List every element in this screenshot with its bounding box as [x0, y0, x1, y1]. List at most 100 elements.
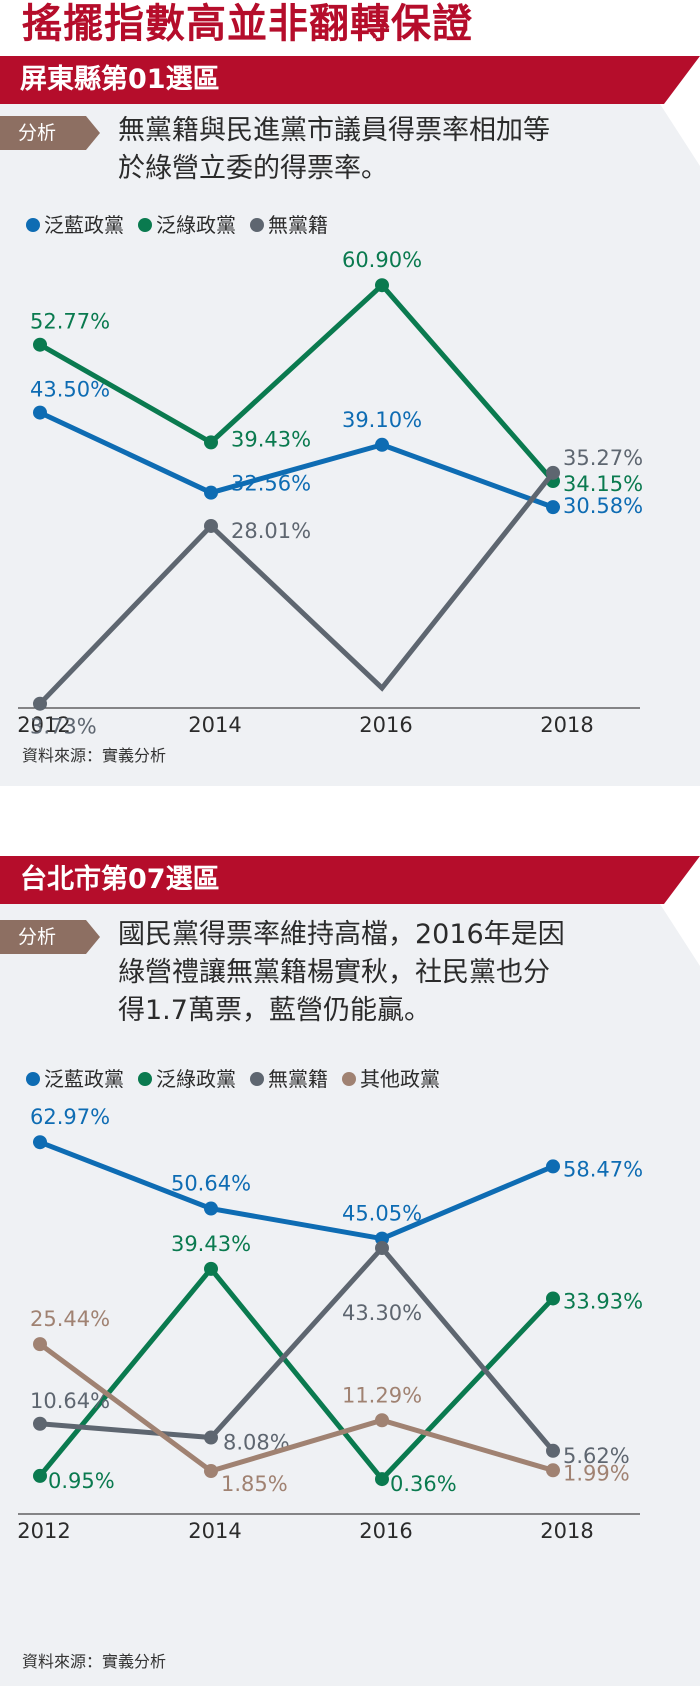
data-point: [375, 437, 389, 452]
analysis-tag-background: [0, 116, 100, 150]
data-label: 39.43%: [231, 427, 311, 451]
panel-background: [0, 104, 700, 786]
data-label: 32.56%: [231, 472, 311, 496]
data-label: 62.97%: [30, 1105, 110, 1129]
legend-label: 泛綠政黨: [156, 1067, 236, 1091]
data-point: [204, 1430, 218, 1445]
x-tick-label: 2014: [188, 713, 241, 737]
data-label: 1.99%: [563, 1461, 630, 1485]
x-tick-label: 2018: [540, 1519, 593, 1543]
x-tick-label: 2016: [359, 1519, 412, 1543]
legend-label: 無黨籍: [268, 213, 328, 237]
data-point: [33, 1337, 47, 1352]
legend-item-blue: 泛藍政黨: [26, 1066, 124, 1092]
data-point: [546, 1291, 560, 1306]
data-label: 11.29%: [342, 1383, 422, 1407]
panel-banner: [0, 856, 700, 904]
data-label: 0.95%: [48, 1469, 115, 1493]
chart-panel-pingtung: 屏東縣第01選區 分析 無黨籍與民進黨市議員得票率相加等 於綠營立委的得票率。 …: [0, 56, 700, 786]
data-point: [375, 1241, 389, 1256]
legend-label: 泛藍政黨: [44, 213, 124, 237]
legend-item-blue: 泛藍政黨: [26, 212, 124, 238]
data-point: [204, 1201, 218, 1216]
legend-item-gray: 無黨籍: [250, 1066, 328, 1092]
series-line: [39, 1139, 554, 1242]
data-label: 34.15%: [563, 472, 643, 496]
x-tick-label: 2014: [188, 1519, 241, 1543]
data-label: 35.27%: [563, 446, 643, 470]
legend-item-brown: 其他政黨: [342, 1066, 440, 1092]
analysis-line: 得1.7萬票，藍營仍能贏。: [118, 995, 431, 1026]
legend-item-gray: 無黨籍: [250, 212, 328, 238]
legend-label: 泛藍政黨: [44, 1067, 124, 1091]
data-label: 25.44%: [30, 1307, 110, 1331]
data-point: [375, 1472, 389, 1487]
data-point: [33, 405, 47, 420]
line-chart-pingtung: 2012 2014 2016 2018 43.50% 32.56% 39.10% 30.58%…: [17, 248, 643, 739]
data-label: 45.05%: [342, 1202, 422, 1226]
data-point: [33, 1135, 47, 1150]
x-tick-label: 2016: [359, 713, 412, 737]
data-label: 5.62%: [563, 1444, 630, 1468]
data-label: 58.47%: [563, 1157, 643, 1181]
x-tick-label: 2012: [17, 1519, 70, 1543]
data-point: [546, 465, 560, 480]
data-label: 3.73%: [30, 715, 97, 739]
data-point: [204, 518, 218, 533]
legend-item-green: 泛綠政黨: [138, 212, 236, 238]
legend-label: 其他政黨: [360, 1067, 440, 1091]
source-note: 資料來源：實義分析: [22, 746, 167, 765]
data-point: [204, 1261, 218, 1276]
data-label: 28.01%: [231, 519, 311, 543]
data-label: 1.85%: [221, 1472, 288, 1496]
data-label: 52.77%: [30, 310, 110, 334]
analysis-line: 國民黨得票率維持高檔，2016年是因: [118, 919, 565, 950]
analysis-line: 於綠營立委的得票率。: [118, 153, 388, 184]
data-label: 0.36%: [390, 1472, 457, 1496]
data-point: [33, 1416, 47, 1431]
panel-title: 屏東縣第01選區: [20, 64, 220, 95]
data-label: 39.10%: [342, 408, 422, 432]
data-label: 10.64%: [30, 1389, 110, 1413]
legend-label: 無黨籍: [268, 1067, 328, 1091]
analysis-tag: 分析: [18, 122, 57, 144]
x-tick-label: 2018: [540, 713, 593, 737]
data-point: [204, 435, 218, 450]
data-label: 43.50%: [30, 378, 110, 402]
legend-label: 泛綠政黨: [156, 213, 236, 237]
data-label: 50.64%: [171, 1172, 251, 1196]
panel-background: [0, 904, 700, 1686]
series-line: [38, 1342, 554, 1474]
data-point: [375, 1413, 389, 1428]
data-label: 60.90%: [342, 248, 422, 272]
data-point: [33, 1468, 47, 1483]
legend-item-green: 泛綠政黨: [138, 1066, 236, 1092]
chart-legend: 泛藍政黨 泛綠政黨 無黨籍: [26, 212, 328, 238]
data-label: 30.58%: [563, 494, 643, 518]
data-point: [546, 500, 560, 515]
series-line: [38, 471, 555, 706]
data-point: [33, 696, 47, 711]
series-line: [38, 410, 554, 510]
data-point: [204, 485, 218, 500]
panel-title: 台北市第07選區: [20, 864, 220, 895]
data-label: 43.30%: [342, 1301, 422, 1325]
analysis-tag: 分析: [18, 926, 57, 948]
chart-panel-taipei: 台北市第07選區 分析 國民黨得票率維持高檔，2016年是因 綠營禮讓無黨籍楊實…: [0, 856, 700, 1686]
data-label: 39.43%: [171, 1232, 251, 1256]
line-chart-taipei: 2012 2014 2016 2018 62.97% 50.64% 45.05% 58.47%…: [17, 1105, 643, 1543]
data-point: [546, 1443, 560, 1458]
data-point: [33, 337, 47, 352]
panel-banner: [0, 56, 700, 104]
data-point: [204, 1464, 218, 1479]
analysis-line: 無黨籍與民進黨市議員得票率相加等: [118, 115, 550, 146]
x-tick-label: 2012: [17, 713, 70, 737]
series-line: [39, 1244, 555, 1453]
analysis-text: 無黨籍與民進黨市議員得票率相加等 於綠營立委的得票率。: [118, 112, 658, 188]
analysis-tag-background: [0, 920, 100, 954]
series-line: [38, 281, 555, 483]
page-title: 搖擺指數高並非翻轉保證: [22, 1, 473, 47]
data-point: [546, 1159, 560, 1174]
chart-legend: 泛藍政黨 泛綠政黨 無黨籍 其他政黨: [26, 1066, 440, 1092]
series-line: [38, 1264, 555, 1483]
